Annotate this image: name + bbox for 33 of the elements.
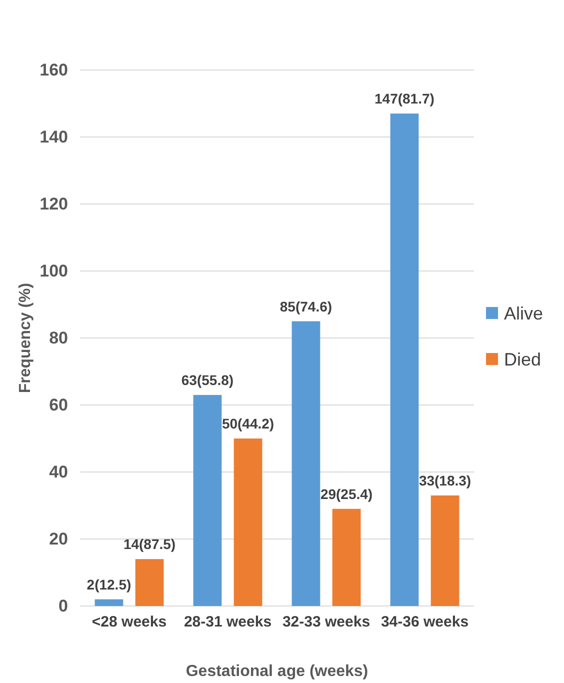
y-tick-label: 120 [40,194,68,214]
data-label: 14(87.5) [123,536,176,552]
bar [390,114,419,606]
y-tick-label: 100 [40,261,68,280]
x-tick-label: 28-31 weeks [184,614,272,631]
x-tick-label: <28 weeks [92,614,167,631]
data-label: 33(18.3) [418,472,472,488]
bar [135,559,164,606]
bar [94,599,124,606]
data-label: 50(44.2) [222,416,274,432]
legend-label: Alive [504,303,544,324]
bar [332,508,361,606]
bar [193,394,222,606]
bar [292,321,320,606]
y-tick-label: 80 [49,328,68,348]
data-label: 85(74.6) [280,298,332,314]
x-axis-title: Gestational age (weeks) [186,663,368,680]
y-tick-label: 0 [58,596,68,616]
bar [234,438,262,606]
legend-label: Died [504,349,542,370]
data-label: 147(81.7) [374,90,434,107]
y-tick-label: 20 [49,529,68,548]
y-tick-label: 140 [40,127,68,146]
data-label: 63(55.8) [181,372,234,388]
bar [430,495,460,606]
x-tick-label: 32-33 weeks [282,614,370,631]
x-tick-label: 34-36 weeks [380,614,469,631]
y-axis-title: Frequency (%) [17,282,34,394]
y-tick-label: 40 [49,462,68,482]
data-label: 2(12.5) [86,576,132,592]
y-tick-label: 60 [49,395,68,414]
y-tick-label: 160 [40,60,68,80]
data-label: 29(25.4) [320,486,373,502]
